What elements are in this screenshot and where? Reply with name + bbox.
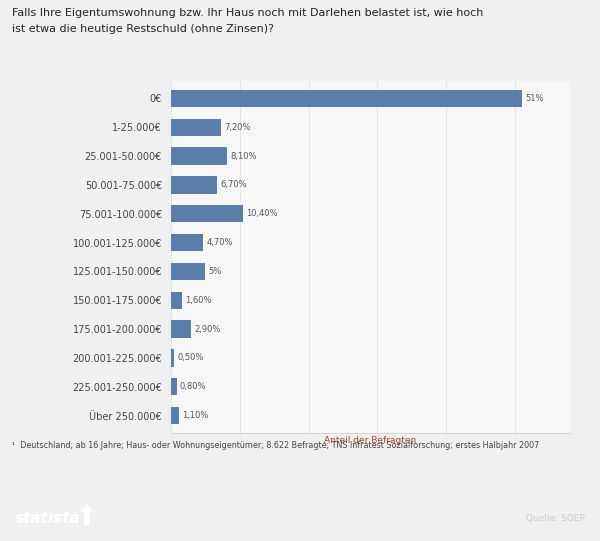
Text: 2,90%: 2,90% xyxy=(194,325,221,334)
Bar xyxy=(171,90,522,107)
Text: Anteil der Befragten: Anteil der Befragten xyxy=(325,436,416,445)
Bar xyxy=(171,263,205,280)
Text: 0,50%: 0,50% xyxy=(178,353,204,362)
Bar xyxy=(171,118,221,136)
Bar xyxy=(171,234,203,251)
Text: 0,80%: 0,80% xyxy=(180,382,206,391)
Bar xyxy=(171,176,217,194)
Text: Falls Ihre Eigentumswohnung bzw. Ihr Haus noch mit Darlehen belastet ist, wie ho: Falls Ihre Eigentumswohnung bzw. Ihr Hau… xyxy=(12,8,484,18)
Bar xyxy=(171,349,175,366)
Text: ¹  Deutschland; ab 16 Jahre; Haus- oder Wohnungseigentümer; 8.622 Befragte; TNS : ¹ Deutschland; ab 16 Jahre; Haus- oder W… xyxy=(12,441,539,450)
Text: 1,10%: 1,10% xyxy=(182,411,208,420)
Text: statista: statista xyxy=(15,511,81,525)
Bar xyxy=(171,407,179,424)
Text: 6,70%: 6,70% xyxy=(221,180,247,189)
Text: Quelle: SOEP: Quelle: SOEP xyxy=(526,513,585,523)
Text: 10,40%: 10,40% xyxy=(246,209,278,218)
Text: 7,20%: 7,20% xyxy=(224,123,250,132)
Text: 5%: 5% xyxy=(209,267,222,276)
Bar xyxy=(171,205,242,222)
Text: 4,70%: 4,70% xyxy=(207,238,233,247)
Text: ist etwa die heutige Restschuld (ohne Zinsen)?: ist etwa die heutige Restschuld (ohne Zi… xyxy=(12,24,274,34)
Bar xyxy=(171,292,182,309)
Text: 51%: 51% xyxy=(525,94,544,103)
Text: 1,60%: 1,60% xyxy=(185,296,212,305)
Bar xyxy=(171,320,191,338)
Text: 8,10%: 8,10% xyxy=(230,151,257,161)
Bar xyxy=(171,148,227,165)
Bar xyxy=(171,378,176,395)
